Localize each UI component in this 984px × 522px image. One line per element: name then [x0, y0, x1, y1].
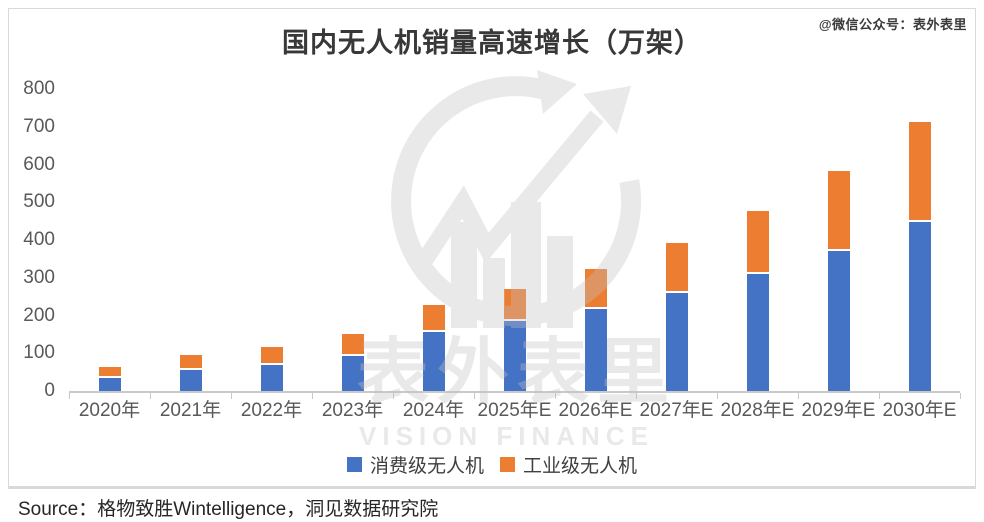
x-axis-tick: [555, 393, 556, 399]
y-tick-label: 100: [23, 342, 55, 364]
x-axis-tick: [474, 393, 475, 399]
y-tick-label: 700: [23, 115, 55, 137]
x-axis: [9, 9, 975, 486]
y-tick-label: 300: [23, 266, 55, 288]
bar-industrial-segment: [422, 305, 445, 330]
bar-industrial-segment: [341, 333, 364, 354]
bar-consumer-segment: [179, 370, 202, 391]
bar-consumer-segment: [746, 273, 769, 391]
bar-industrial-segment: [908, 122, 931, 221]
x-category-label: 2028年E: [720, 400, 795, 421]
x-category-label: 2030年E: [882, 400, 957, 421]
bar-industrial-segment: [98, 367, 121, 377]
x-category-label: 2026年E: [558, 400, 633, 421]
chart-legend: 消费级无人机 工业级无人机: [9, 451, 975, 478]
bars-layer: [9, 9, 975, 486]
x-axis-tick: [960, 393, 961, 399]
legend-item: 工业级无人机: [500, 451, 637, 478]
y-axis-labels: 0 100 200 300 400 500 600 700 800: [9, 9, 975, 486]
x-axis-tick: [231, 393, 232, 399]
x-category-label: 2029年E: [801, 400, 876, 421]
wechat-handle-watermark: @微信公众号：表外表里: [818, 17, 967, 32]
x-axis-tick: [150, 393, 151, 399]
bar-industrial-segment: [503, 288, 526, 320]
chart-card: 国内无人机销量高速增长（万架） @微信公众号：表外表里 0 100 200 300 40…: [8, 8, 976, 489]
x-axis-tick: [69, 393, 70, 399]
legend-item: 消费级无人机: [346, 451, 484, 478]
x-category-label: 2024年: [402, 400, 465, 421]
legend-swatch-icon: [500, 456, 515, 472]
x-category-label: 2022年: [240, 400, 303, 421]
y-tick-label: 600: [23, 153, 55, 175]
legend-swatch-icon: [346, 456, 362, 472]
y-tick-label: 800: [23, 78, 55, 99]
x-axis-tick: [879, 393, 880, 399]
source-note: Source：格物致胜Wintelligence，洞见数据研究院: [18, 499, 439, 520]
x-category-label: 2023年: [321, 400, 384, 421]
y-tick-label: 500: [23, 191, 55, 213]
bar-consumer-segment: [503, 321, 526, 391]
x-category-label: 2020年: [78, 400, 141, 421]
bar-industrial-segment: [665, 242, 688, 291]
y-tick-label: 200: [23, 304, 55, 326]
x-axis-line: [69, 391, 960, 393]
bar-consumer-segment: [827, 250, 850, 391]
bar-consumer-segment: [908, 222, 931, 391]
bar-consumer-segment: [341, 355, 364, 391]
bar-consumer-segment: [584, 308, 607, 391]
bar-consumer-segment: [98, 378, 121, 391]
y-tick-label: 0: [44, 380, 55, 401]
bar-industrial-segment: [260, 347, 283, 363]
legend-label: 工业级无人机: [523, 455, 638, 477]
bar-industrial-segment: [827, 171, 850, 249]
bar-industrial-segment: [179, 355, 202, 369]
x-axis-tick: [798, 393, 799, 399]
x-category-label: 2021年: [159, 400, 222, 421]
bar-industrial-segment: [584, 268, 607, 307]
x-category-label: 2027年E: [639, 400, 714, 421]
bar-industrial-segment: [746, 211, 769, 272]
x-axis-labels: 2020年 2021年 2022年 2023年 2024年 2025年E 2026年E 202…: [9, 9, 975, 486]
bar-consumer-segment: [260, 364, 283, 391]
chart-title: 国内无人机销量高速增长（万架）: [282, 28, 702, 58]
bar-consumer-segment: [422, 331, 445, 391]
x-axis-tick: [393, 393, 394, 399]
x-axis-tick: [717, 393, 718, 399]
y-tick-label: 400: [23, 229, 55, 250]
x-axis-tick: [636, 393, 637, 399]
legend-label: 消费级无人机: [369, 455, 484, 477]
x-category-label: 2025年E: [477, 400, 552, 421]
x-axis-tick: [312, 393, 313, 399]
bar-consumer-segment: [665, 292, 688, 391]
